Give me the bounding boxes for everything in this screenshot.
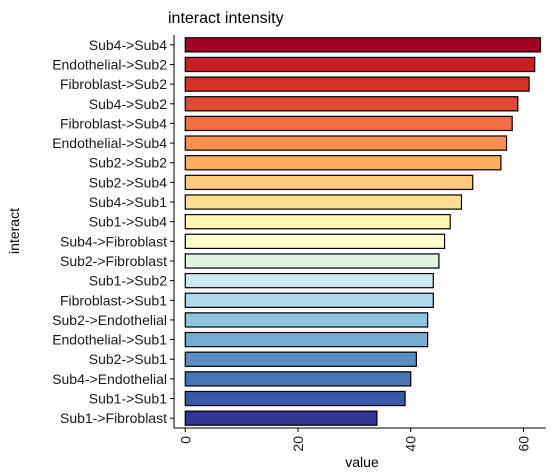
bar <box>184 331 429 348</box>
bar <box>184 37 541 53</box>
bar <box>184 155 502 171</box>
bar <box>184 174 474 191</box>
y-tick-label: Sub4->Sub2 <box>89 96 167 112</box>
x-tick-label: 60 <box>515 436 531 452</box>
bar <box>184 214 451 230</box>
bars-group <box>184 37 541 426</box>
bar <box>184 115 513 132</box>
y-tick-label: Sub2->Endothelial <box>52 312 167 328</box>
y-tick-label: Fibroblast->Sub2 <box>60 76 167 92</box>
bar <box>184 233 446 249</box>
y-tick-label: Sub4->Fibroblast <box>60 233 167 249</box>
bar <box>184 56 536 73</box>
bar <box>184 390 406 407</box>
x-tick-label: 0 <box>177 436 193 444</box>
x-ticks: 0 20 40 60 <box>177 428 531 452</box>
x-axis-label: value <box>345 454 379 470</box>
y-tick-label: Fibroblast->Sub1 <box>60 292 167 308</box>
bar <box>184 351 417 367</box>
y-tick-label: Sub2->Sub1 <box>89 351 167 367</box>
bar <box>184 312 429 328</box>
bar <box>184 410 378 426</box>
bar <box>184 96 519 112</box>
y-tick-label: Sub1->Fibroblast <box>60 410 167 426</box>
y-tick-label: Sub2->Fibroblast <box>60 253 167 269</box>
bar <box>184 272 434 289</box>
y-tick-label: Sub4->Endothelial <box>52 371 167 387</box>
y-tick-label: Endothelial->Sub2 <box>52 56 167 72</box>
chart-title: interact intensity <box>168 10 284 27</box>
y-axis-label: interact <box>6 208 22 254</box>
y-tick-label: Sub2->Sub4 <box>89 174 167 190</box>
y-tick-labels: Sub4->Sub4 Endothelial->Sub2 Fibroblast->S… <box>52 37 174 426</box>
y-tick-label: Endothelial->Sub1 <box>52 332 167 348</box>
y-tick-label: Sub4->Sub1 <box>89 194 167 210</box>
x-tick-label: 20 <box>290 436 306 452</box>
y-tick-label: Sub1->Sub1 <box>89 391 167 407</box>
bar <box>184 135 508 151</box>
bar <box>184 76 530 92</box>
y-tick-label: Sub1->Sub4 <box>89 214 167 230</box>
x-tick-label: 40 <box>403 436 419 452</box>
y-tick-label: Sub2->Sub2 <box>89 155 167 171</box>
bar <box>184 371 412 387</box>
bar <box>184 253 440 269</box>
y-tick-label: Fibroblast->Sub4 <box>60 115 167 131</box>
y-tick-label: Sub1->Sub2 <box>89 273 167 289</box>
y-tick-label: Sub4->Sub4 <box>89 37 167 53</box>
y-tick-label: Endothelial->Sub4 <box>52 135 167 151</box>
bar <box>184 292 434 308</box>
bar <box>184 194 463 210</box>
